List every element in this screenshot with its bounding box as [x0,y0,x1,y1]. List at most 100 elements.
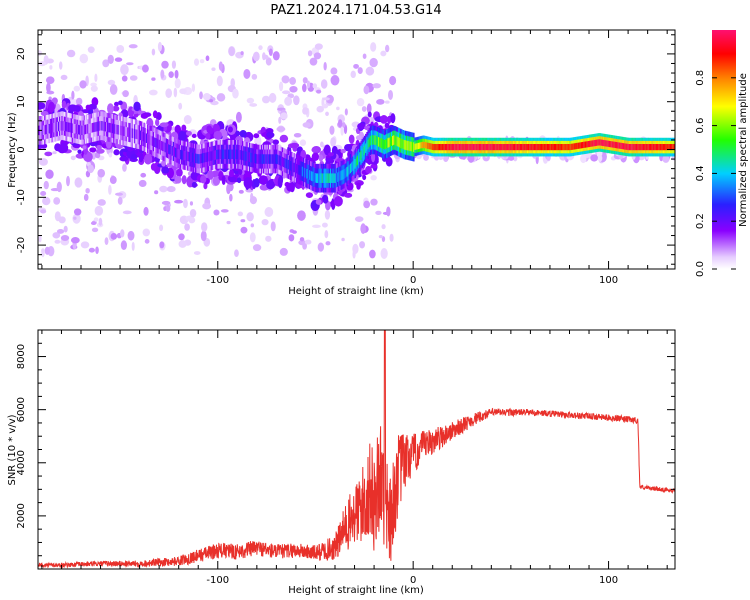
noise-blob [75,97,83,106]
ridge-cell [230,149,232,160]
ridge-cell [605,140,607,147]
noise-blob [370,198,378,206]
ridge-cell [205,152,208,163]
ridge-cell [61,120,63,131]
ridge-cell [604,140,606,147]
ridge-cell [668,144,671,151]
ridge-cell [476,144,478,151]
ridge-cell [91,122,94,133]
noise-blob [74,177,83,188]
ridge-cell [580,142,583,149]
noise-blob [200,230,207,242]
noise-blob [325,94,334,104]
ridge-cell [342,169,345,180]
signal-blob [118,100,123,106]
ridge-cell [313,172,315,183]
ridge-cell [266,154,269,164]
signal-blob [113,149,120,156]
ridge-cell [421,141,423,149]
ridge-cell [550,144,552,151]
noise-blob [216,93,226,102]
noise-blob [87,164,94,174]
noise-blob [381,224,386,230]
noise-blob [126,62,134,66]
noise-blob [249,232,256,243]
ridge-cell [336,172,339,183]
noise-blob [370,42,377,52]
ridge-cell [132,128,135,139]
noise-blob [249,196,258,205]
noise-blob [293,132,302,138]
ridge-cell [279,155,281,166]
noise-blob [127,230,135,241]
y-tick-label: -20 [16,237,27,253]
noise-blob [330,67,338,75]
noise-blob [302,242,307,250]
ridge-cell [110,123,113,133]
noise-blob [202,202,212,210]
ridge-cell [55,122,57,132]
noise-blob [131,241,135,251]
signal-blob [253,177,260,188]
noise-blob [268,48,273,56]
ridge-cell [79,125,81,135]
ridge-cell [147,134,149,144]
snr-y-tick-labels: 2000 4000 6000 8000 [16,344,27,529]
noise-blob [220,209,229,213]
ridge-cell [117,125,120,135]
ridge-cell [545,144,548,151]
ridge-cell [659,144,661,151]
ridge-cell [529,144,531,151]
ridge-cell [118,125,121,135]
ridge-cell [594,139,597,147]
ridge-cell [525,144,528,151]
ridge-cell [232,149,235,160]
signal-blob [77,149,82,154]
signal-blob [206,125,213,134]
noise-blob [52,151,57,155]
ridge-cell [593,140,596,147]
ridge-cell [191,152,193,163]
ridge-cell [648,144,651,151]
ridge-cell [184,150,186,161]
ridge-cell [481,144,483,151]
ridge-cell [543,144,545,151]
noise-blob [94,152,101,159]
ridge-cell [134,129,136,139]
ridge-cell [190,152,192,162]
snr-frame [37,329,676,570]
noise-blob [94,205,104,216]
ridge-cell [671,144,673,151]
noise-blob [45,76,55,84]
noise-blob [41,248,45,253]
ridge-cell [227,149,230,160]
colorbar-ticks: 0.0 0.2 0.4 0.6 0.8 [695,70,736,277]
noise-blob [161,60,169,69]
ridge-cell [566,144,569,151]
ridge-cell [553,144,556,151]
ridge-cell [651,144,653,151]
noise-blob [199,59,205,64]
ridge-cell [546,144,549,151]
ridge-cell [547,144,550,151]
ridge-cell [75,124,77,134]
ridge-cell [244,151,246,161]
noise-blob [98,217,103,226]
ridge-cell [634,144,637,151]
ridge-cell [577,142,579,149]
ridge-cell [182,150,184,160]
ridge-cell [420,142,422,149]
ridge-cell [468,144,470,151]
ridge-cell [97,121,100,132]
ridge-cell [203,153,205,163]
ridge-cell [306,169,308,179]
ridge-cell [66,121,68,132]
ridge-cell [84,124,87,135]
ridge-cell [41,125,43,136]
signal-blob [143,153,153,165]
ridge-cell [653,144,655,151]
ridge-cell [224,149,226,160]
noise-blob [226,220,231,225]
signal-blob [329,200,336,208]
ridge-cell [128,127,130,138]
